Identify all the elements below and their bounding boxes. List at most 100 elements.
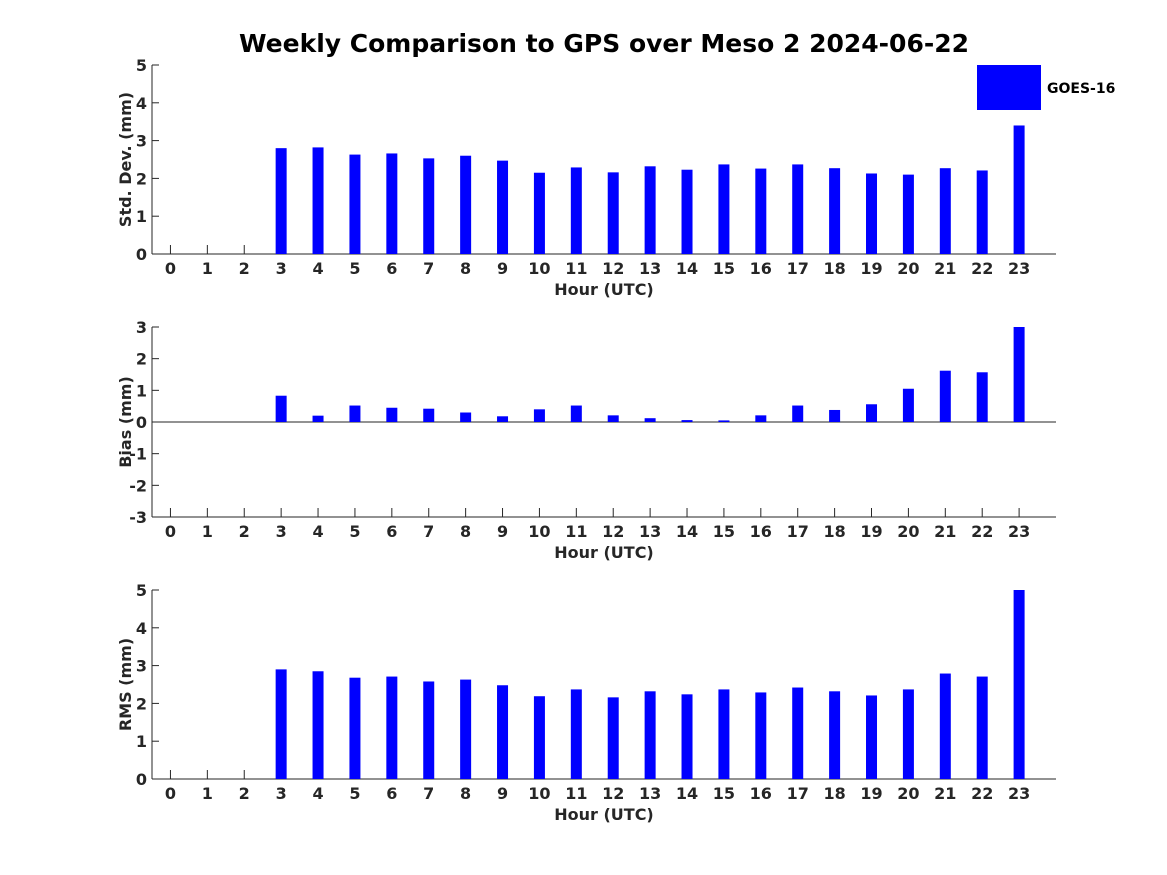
rms-xtick-label: 1 — [202, 784, 213, 803]
std-bar-hour-17 — [792, 164, 804, 254]
bias-bar-hour-10 — [533, 409, 545, 422]
bias-xtick-label: 0 — [165, 522, 176, 541]
bias-xtick-label: 3 — [276, 522, 287, 541]
bias-bar-hour-18 — [829, 409, 841, 422]
rms-bar-hour-4 — [312, 671, 324, 779]
rms-bar-hour-7 — [423, 681, 435, 779]
bias-bar-hour-13 — [644, 418, 656, 422]
bias-bar-hour-23 — [1013, 327, 1025, 422]
std-bar-hour-19 — [866, 173, 878, 254]
std-xtick-label: 16 — [750, 259, 772, 278]
bias-xtick-label: 17 — [787, 522, 809, 541]
std-ytick-label: 2 — [136, 169, 147, 188]
rms-bar-hour-18 — [829, 691, 841, 779]
chart-title: Weekly Comparison to GPS over Meso 2 202… — [239, 29, 969, 58]
std-bar-hour-6 — [386, 153, 398, 254]
rms-xtick-label: 23 — [1008, 784, 1030, 803]
std-bar-hour-15 — [718, 164, 730, 254]
rms-bar-hour-12 — [607, 697, 619, 779]
std-xtick-label: 12 — [602, 259, 624, 278]
rms-ytick-label: 2 — [136, 694, 147, 713]
std-bar-hour-23 — [1013, 125, 1025, 254]
bias-xtick-label: 10 — [528, 522, 550, 541]
bias-ytick-label: 3 — [136, 318, 147, 337]
std-ytick-label: 5 — [136, 56, 147, 75]
bias-bar-hour-17 — [792, 405, 804, 422]
bias-bar-hour-3 — [275, 395, 287, 422]
rms-xtick-label: 2 — [239, 784, 250, 803]
bias-xtick-label: 16 — [750, 522, 772, 541]
bias-ytick-label: 1 — [136, 381, 147, 400]
std-xtick-label: 5 — [349, 259, 360, 278]
rms-ytick-label: 3 — [136, 657, 147, 676]
rms-xtick-label: 4 — [312, 784, 323, 803]
std-bar-hour-21 — [939, 168, 951, 254]
rms-xtick-label: 17 — [787, 784, 809, 803]
std-xtick-label: 15 — [713, 259, 735, 278]
bias-xtick-label: 4 — [312, 522, 323, 541]
bias-xtick-label: 6 — [386, 522, 397, 541]
rms-bar-hour-14 — [681, 694, 693, 779]
bias-xtick-label: 1 — [202, 522, 213, 541]
bias-bar-hour-7 — [423, 408, 435, 422]
rms-xtick-label: 14 — [676, 784, 698, 803]
bias-bar-hour-4 — [312, 415, 324, 422]
std-xtick-label: 3 — [276, 259, 287, 278]
std-bar-hour-13 — [644, 166, 656, 254]
rms-bar-hour-17 — [792, 687, 804, 779]
std-xtick-label: 21 — [934, 259, 956, 278]
bias-xtick-label: 23 — [1008, 522, 1030, 541]
rms-bar-hour-16 — [755, 692, 767, 779]
rms-xtick-label: 5 — [349, 784, 360, 803]
bias-bar-hour-12 — [607, 415, 619, 422]
rms-xtick-label: 12 — [602, 784, 624, 803]
rms-bar-hour-22 — [976, 676, 988, 779]
std-bar-hour-22 — [976, 170, 988, 254]
std-bar-hour-10 — [533, 172, 545, 254]
bias-bar-hour-6 — [386, 407, 398, 422]
bias-bar-hour-15 — [718, 420, 730, 422]
bias-xtick-label: 12 — [602, 522, 624, 541]
std-xtick-label: 22 — [971, 259, 993, 278]
rms-bar-hour-20 — [902, 689, 914, 779]
std-bar-hour-14 — [681, 169, 693, 254]
std-xtick-label: 23 — [1008, 259, 1030, 278]
bias-xtick-label: 8 — [460, 522, 471, 541]
std-xtick-label: 6 — [386, 259, 397, 278]
std-xtick-label: 7 — [423, 259, 434, 278]
std-ytick-label: 4 — [136, 94, 147, 113]
rms-ytick-label: 1 — [136, 732, 147, 751]
rms-bar-hour-6 — [386, 676, 398, 779]
rms-bar-hour-3 — [275, 669, 287, 779]
rms-ytick-label: 4 — [136, 619, 147, 638]
bias-xtick-label: 11 — [565, 522, 587, 541]
bias-xtick-label: 5 — [349, 522, 360, 541]
std-xtick-label: 14 — [676, 259, 698, 278]
std-bar-hour-20 — [902, 174, 914, 254]
legend-swatch-goes-16 — [977, 65, 1041, 110]
std-ytick-label: 0 — [136, 245, 147, 264]
bias-x-axis-label: Hour (UTC) — [554, 543, 654, 562]
std-xtick-label: 13 — [639, 259, 661, 278]
rms-xtick-label: 18 — [823, 784, 845, 803]
bias-bar-hour-9 — [497, 416, 509, 422]
std-bar-hour-5 — [349, 154, 361, 254]
rms-xtick-label: 22 — [971, 784, 993, 803]
std-xtick-label: 20 — [897, 259, 919, 278]
rms-ytick-label: 0 — [136, 770, 147, 789]
rms-xtick-label: 7 — [423, 784, 434, 803]
std-bar-hour-18 — [829, 168, 841, 254]
rms-bar-hour-11 — [570, 689, 582, 779]
rms-bar-hour-21 — [939, 673, 951, 779]
std-xtick-label: 4 — [312, 259, 323, 278]
rms-bar-hour-9 — [497, 685, 509, 779]
bias-ytick-label: -1 — [129, 445, 147, 464]
bias-bar-hour-8 — [460, 412, 472, 422]
std-xtick-label: 1 — [202, 259, 213, 278]
rms-xtick-label: 11 — [565, 784, 587, 803]
std-ytick-label: 1 — [136, 207, 147, 226]
